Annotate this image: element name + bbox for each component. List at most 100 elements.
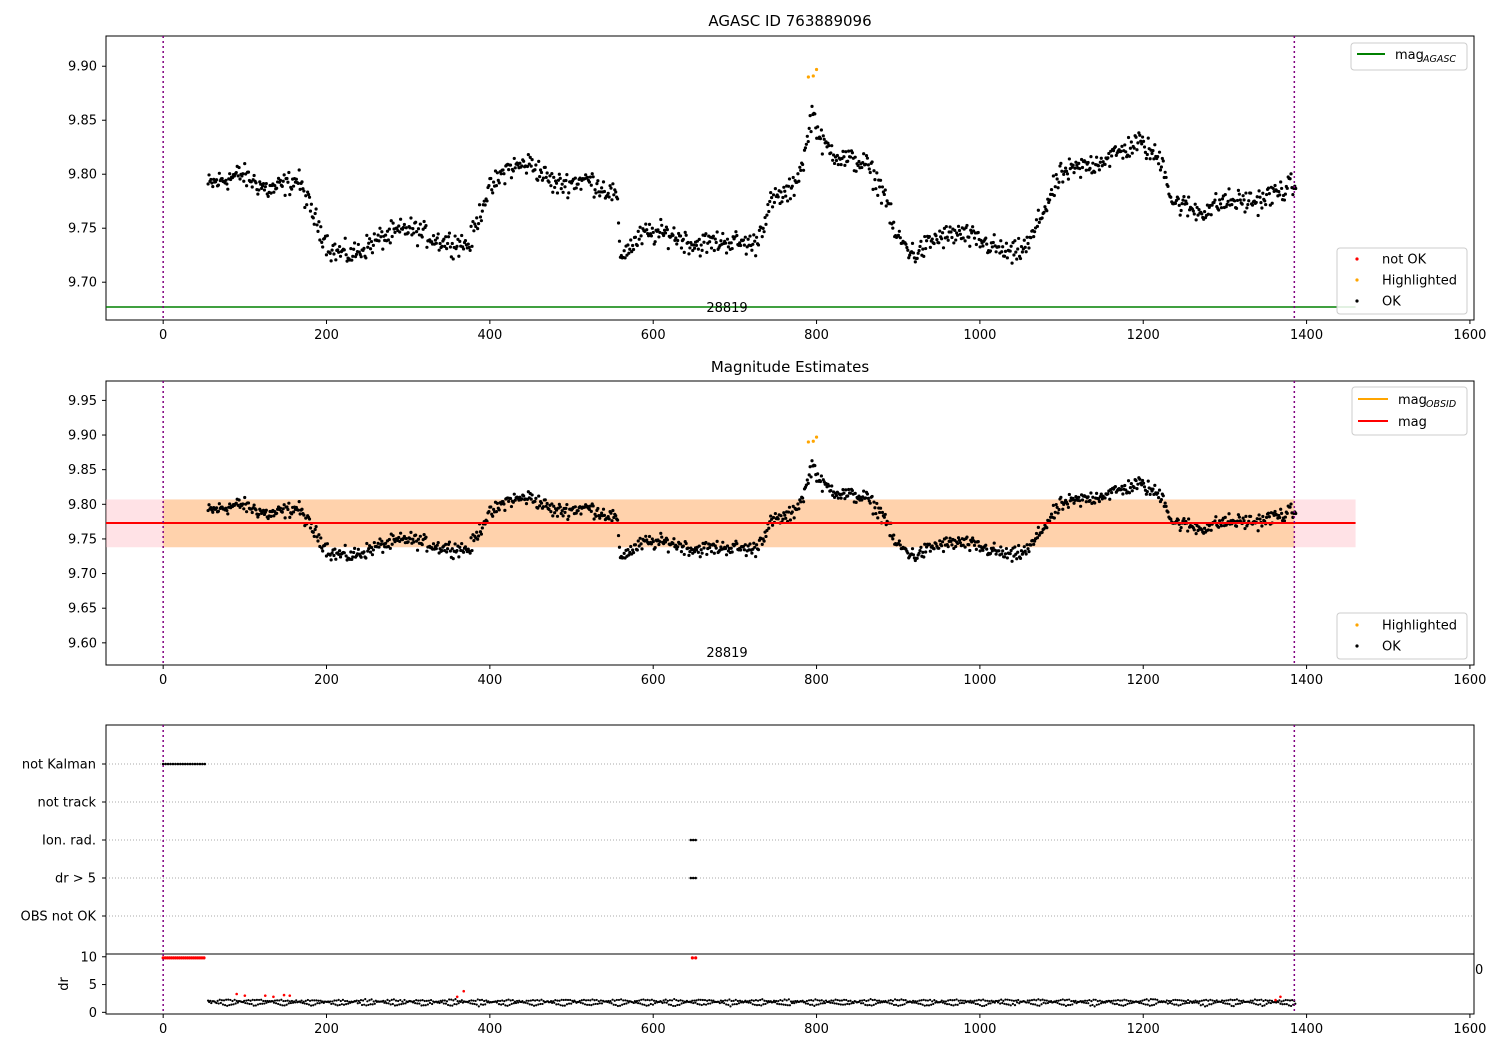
ok-point	[924, 550, 928, 554]
ok-point	[835, 153, 839, 158]
dr-point	[498, 999, 502, 1003]
ok-point	[412, 231, 416, 235]
ok-point	[1083, 160, 1087, 164]
dr-point	[311, 999, 314, 1002]
dr-point	[367, 1003, 370, 1007]
ok-point	[935, 238, 939, 242]
ok-point	[409, 216, 413, 220]
ok-point	[1244, 191, 1248, 195]
dr-point	[1230, 1004, 1233, 1007]
ok-point	[897, 229, 901, 233]
ok-point	[788, 518, 793, 522]
ok-point	[250, 510, 254, 515]
ok-point	[1226, 199, 1230, 203]
ok-point	[776, 517, 780, 521]
ok-point	[588, 504, 592, 508]
ok-point	[480, 526, 484, 530]
flag-point	[689, 838, 693, 842]
ok-point	[1192, 212, 1196, 216]
ok-point	[1166, 184, 1170, 188]
dr-point	[358, 1001, 362, 1004]
dr-point	[750, 999, 753, 1002]
dr-point	[978, 1004, 982, 1007]
ok-point	[1099, 156, 1103, 160]
dr-point	[228, 1003, 231, 1007]
dr-point	[1063, 999, 1067, 1002]
ok-point	[850, 151, 854, 155]
x-tick-label: 1000	[963, 328, 996, 343]
ok-point	[773, 187, 777, 191]
dr-point	[1263, 1004, 1266, 1007]
ok-point	[474, 224, 478, 229]
ok-point	[1094, 155, 1099, 159]
ok-point	[626, 243, 630, 247]
dr-point	[868, 1003, 871, 1007]
ok-point	[1004, 546, 1009, 551]
ok-point	[286, 507, 290, 512]
dr-point	[943, 1002, 947, 1005]
ok-point	[576, 509, 580, 513]
ok-point	[1280, 511, 1284, 516]
ok-point	[1032, 235, 1036, 239]
ok-point	[1138, 477, 1142, 481]
y-tick-label: 9.85	[68, 463, 97, 478]
ok-point	[297, 168, 301, 172]
dr-point	[382, 999, 385, 1002]
ok-point	[872, 169, 876, 173]
ok-point	[617, 239, 622, 243]
ok-point	[990, 245, 994, 249]
dr-point	[470, 999, 473, 1002]
ok-point	[273, 184, 277, 188]
flag-point	[198, 762, 202, 766]
ok-point	[1187, 195, 1191, 199]
dr-point	[454, 998, 457, 1001]
dr-point	[426, 1003, 429, 1006]
ok-point	[748, 234, 752, 238]
dr-point	[863, 998, 866, 1002]
dr-point	[959, 999, 962, 1002]
ok-point	[435, 543, 439, 547]
ok-point	[874, 511, 878, 516]
dr-point	[812, 999, 815, 1002]
x-tick-label: 800	[804, 328, 829, 343]
dr-point	[1229, 998, 1232, 1001]
dr-point	[507, 998, 510, 1001]
legend-label: Highlighted	[1382, 274, 1457, 289]
dr-point	[273, 999, 277, 1002]
ok-point	[559, 187, 563, 191]
ok-point	[657, 235, 661, 239]
ok-point	[565, 502, 569, 507]
ok-point	[671, 233, 675, 237]
dr-point	[661, 1001, 664, 1005]
dr-point	[866, 1004, 869, 1007]
ok-point	[650, 537, 654, 541]
ok-point	[458, 545, 462, 549]
ok-point	[1003, 249, 1008, 253]
dr-point	[1003, 1002, 1006, 1005]
ok-point	[369, 239, 374, 244]
ok-point	[1091, 495, 1095, 499]
ok-point	[1235, 519, 1240, 523]
ok-point	[712, 248, 716, 253]
dr-point	[598, 1002, 601, 1005]
ok-point	[1024, 552, 1028, 556]
ok-point	[750, 248, 754, 252]
ok-point	[487, 509, 491, 514]
ok-point	[676, 238, 680, 243]
ok-point	[870, 160, 874, 164]
ok-point	[414, 533, 418, 537]
ok-point	[686, 240, 690, 245]
ok-point	[776, 195, 780, 199]
dr-point	[664, 998, 667, 1001]
ok-point	[698, 555, 702, 559]
ok-point	[700, 551, 704, 555]
dr-point	[821, 1002, 824, 1005]
ok-point	[509, 176, 514, 180]
dr-point	[845, 998, 848, 1002]
ok-point	[1097, 168, 1102, 172]
dr-point	[617, 998, 621, 1002]
dr-point	[722, 1002, 726, 1005]
dr-point	[283, 1004, 286, 1007]
ok-point	[409, 530, 413, 534]
dr-point	[1017, 998, 1020, 1002]
